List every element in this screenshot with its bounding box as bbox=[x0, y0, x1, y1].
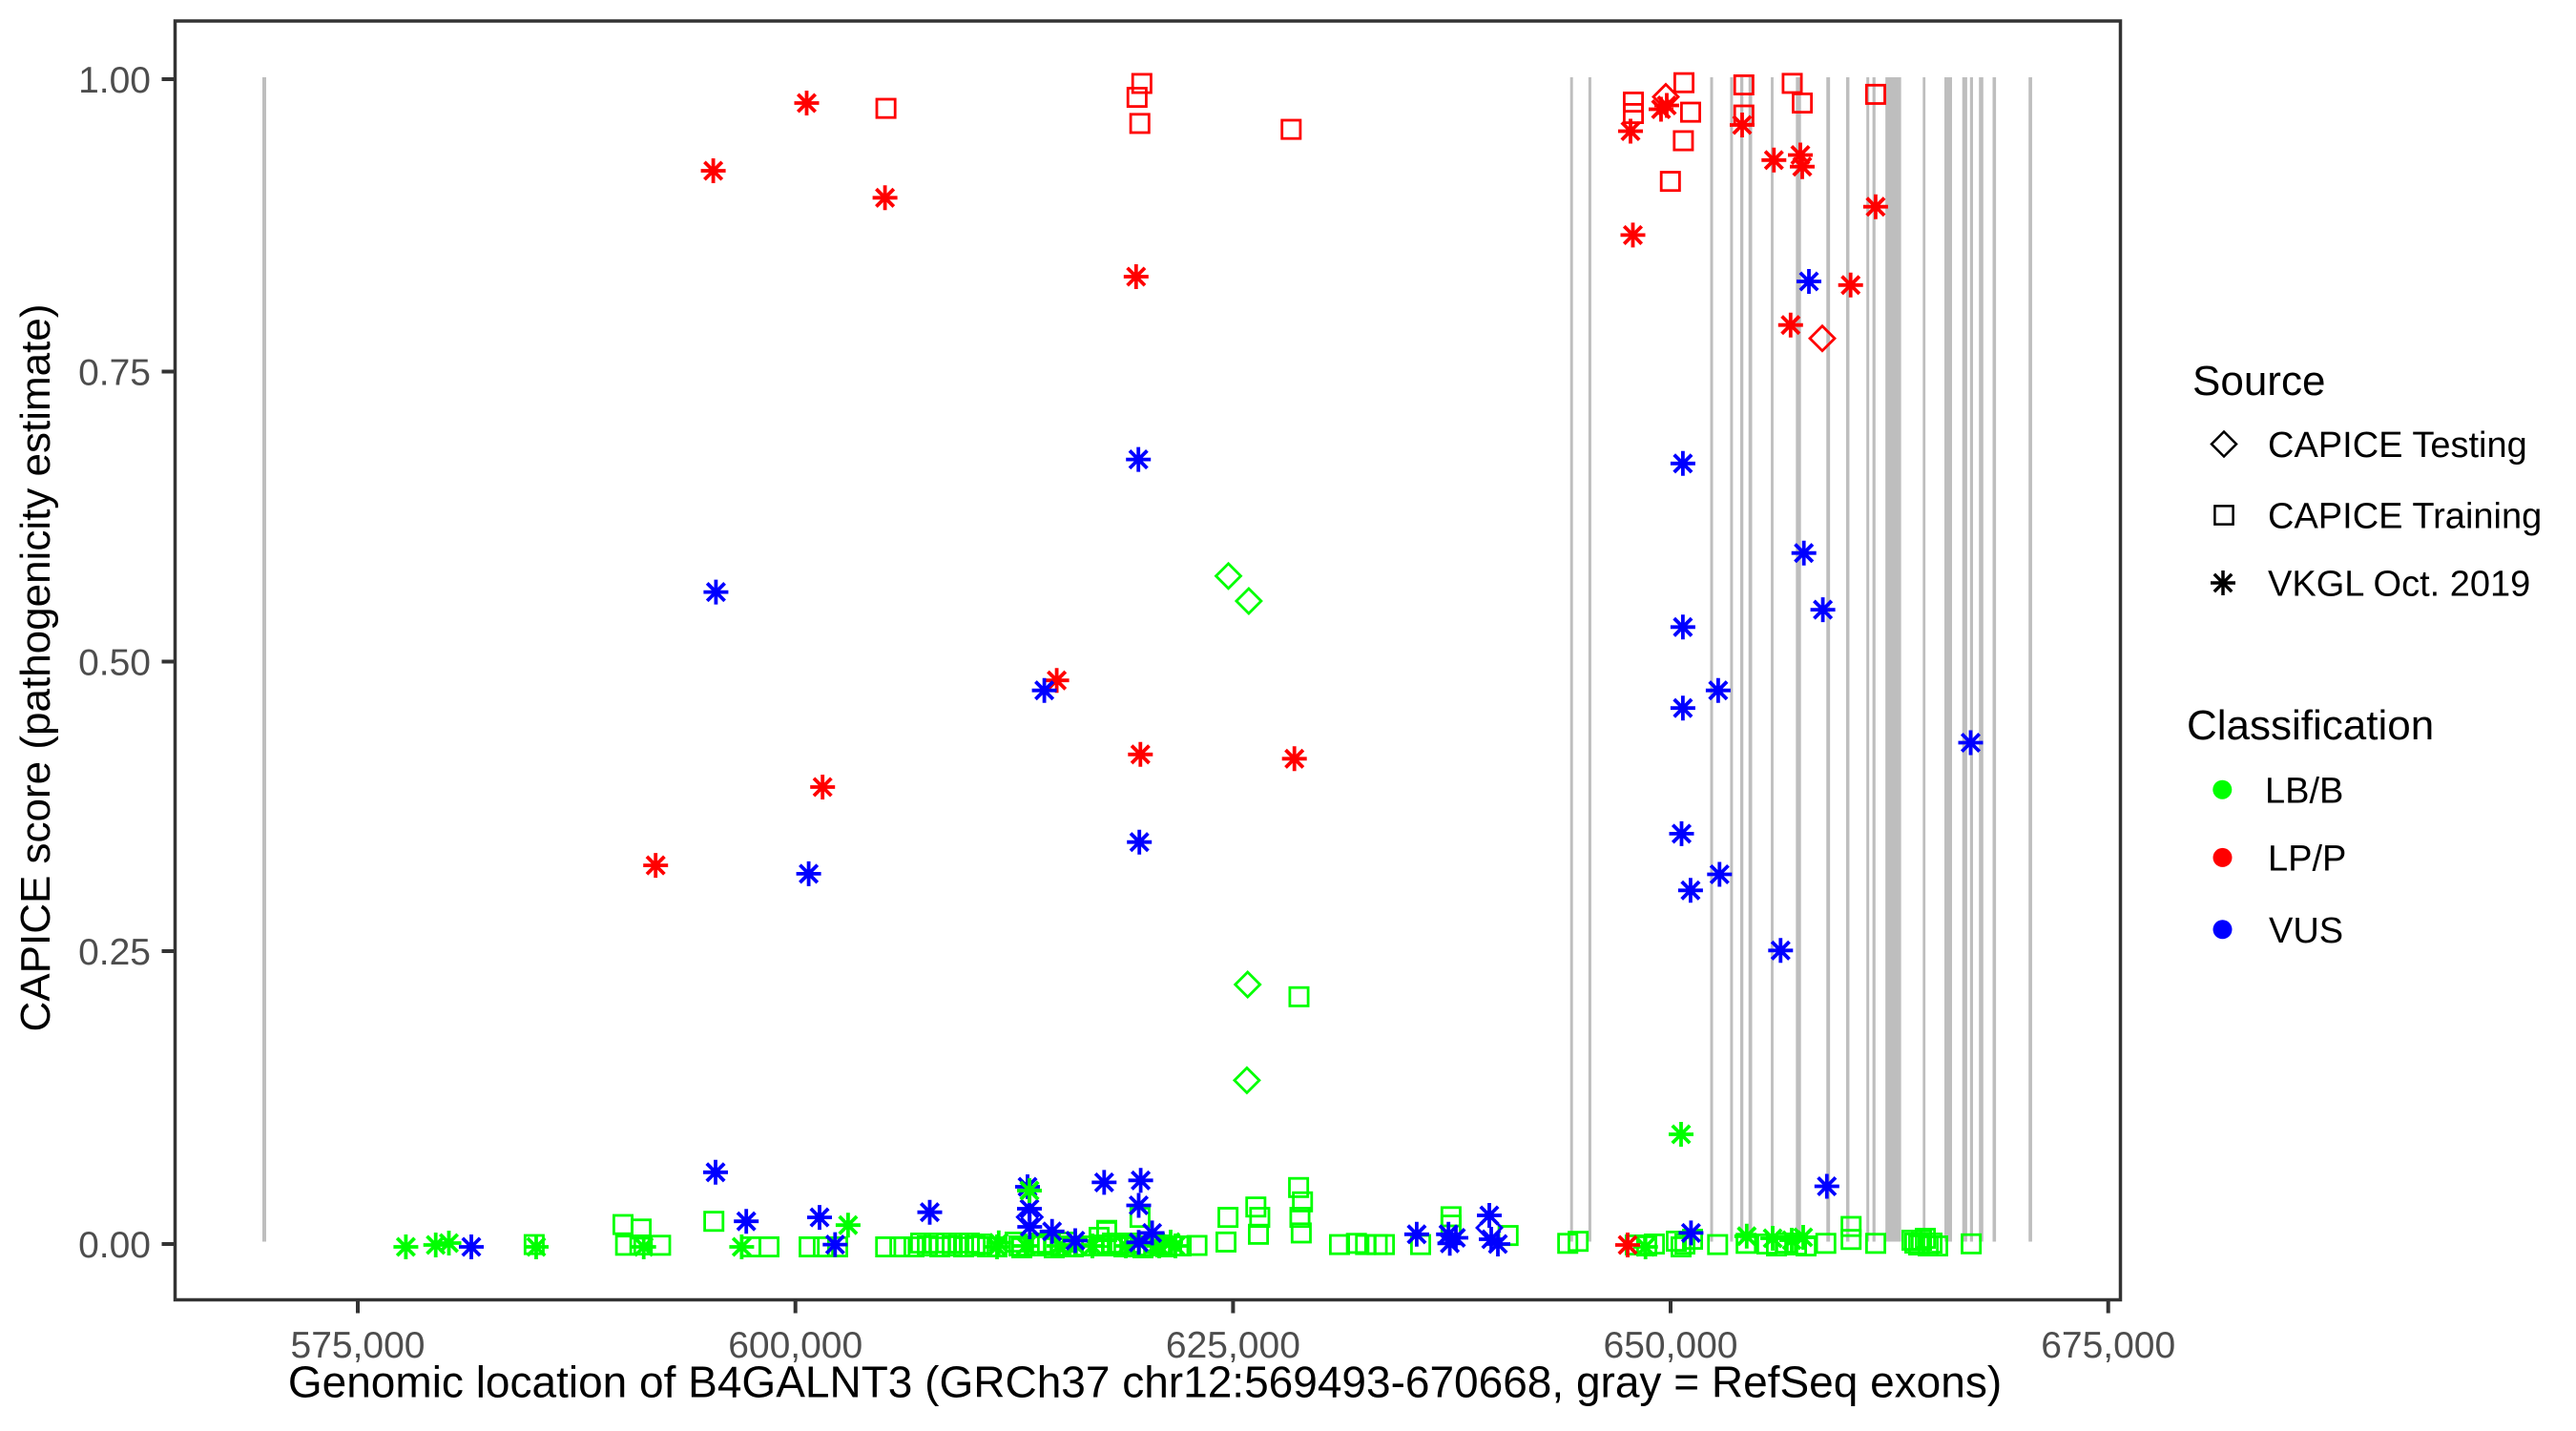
svg-text:CAPICE Testing: CAPICE Testing bbox=[2268, 425, 2527, 466]
svg-text:Source: Source bbox=[2192, 358, 2325, 404]
svg-text:Classification: Classification bbox=[2187, 702, 2434, 749]
svg-text:675,000: 675,000 bbox=[2041, 1325, 2175, 1366]
svg-text:600,000: 600,000 bbox=[728, 1325, 862, 1366]
svg-text:0.50: 0.50 bbox=[78, 643, 151, 684]
svg-text:0.75: 0.75 bbox=[78, 353, 151, 394]
svg-text:VKGL Oct. 2019: VKGL Oct. 2019 bbox=[2268, 565, 2530, 605]
svg-text:VUS: VUS bbox=[2269, 911, 2343, 951]
svg-text:650,000: 650,000 bbox=[1604, 1325, 1738, 1366]
svg-text:625,000: 625,000 bbox=[1166, 1325, 1300, 1366]
svg-text:LP/P: LP/P bbox=[2268, 840, 2346, 880]
svg-text:CAPICE Training: CAPICE Training bbox=[2268, 497, 2542, 537]
svg-text:1.00: 1.00 bbox=[78, 60, 151, 101]
svg-text:CAPICE score (pathogenicity es: CAPICE score (pathogenicity estimate) bbox=[12, 304, 59, 1032]
svg-text:Genomic location of B4GALNT3 (: Genomic location of B4GALNT3 (GRCh37 chr… bbox=[288, 1358, 2002, 1407]
svg-text:575,000: 575,000 bbox=[291, 1325, 426, 1366]
svg-text:0.25: 0.25 bbox=[78, 932, 151, 973]
svg-text:0.00: 0.00 bbox=[78, 1225, 151, 1266]
svg-text:LB/B: LB/B bbox=[2265, 772, 2343, 812]
